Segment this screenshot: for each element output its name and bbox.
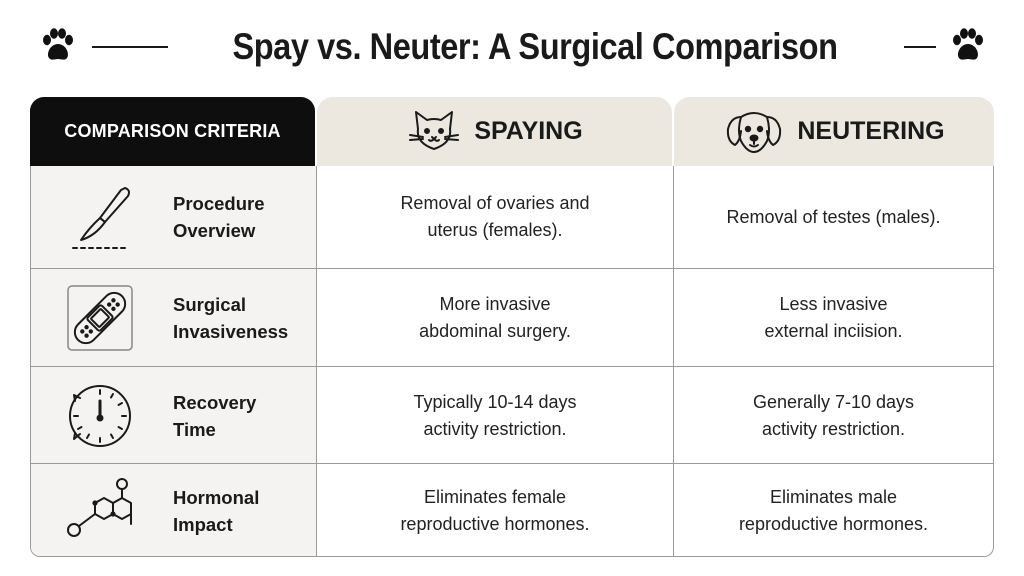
criterion-cell: Hormonal Impact [31,464,317,556]
neutering-text: Less invasive external inciision. [764,294,903,341]
neutering-cell: Less invasive external inciision. [674,269,993,367]
table-row: Hormonal Impact Eliminates female reprod… [31,463,993,556]
criterion-cell: Procedure Overview [31,166,317,268]
neutering-cell: Generally 7-10 days activity restriction… [674,367,993,464]
page-title: Spay vs. Neuter: A Surgical Comparison [232,26,838,67]
neutering-header-label: NEUTERING [797,117,945,145]
spaying-text: Typically 10-14 days activity restrictio… [413,391,577,439]
table-row: Surgical Invasiveness More invasive abdo… [31,268,993,367]
dog-face-icon [727,111,782,153]
paw-print-icon [953,28,983,60]
criterion-label: Surgical Invasiveness [173,294,289,342]
spaying-text: More invasive abdominal surgery. [419,294,571,341]
table-row: Procedure Overview Removal of ovaries an… [31,166,993,268]
molecule-icon [67,477,132,537]
spaying-text: Removal of ovaries and uterus (females). [400,193,590,240]
spaying-cell: Eliminates female reproductive hormones. [317,464,674,556]
spaying-cell: Removal of ovaries and uterus (females). [317,166,674,268]
neutering-column-header: NEUTERING [674,97,994,166]
criterion-label: Hormonal Impact [173,486,260,535]
neutering-text: Removal of testes (males). [726,206,941,227]
criterion-cell: Recovery Time [31,367,317,464]
cat-face-icon [409,110,460,150]
neutering-text: Eliminates male reproductive hormones. [738,486,929,534]
comparison-table: COMPARISON CRITERIA SPAYING NEUTERING [30,97,994,558]
neutering-text: Generally 7-10 days activity restriction… [752,391,915,439]
criterion-label: Procedure Overview [173,193,265,241]
spaying-column-header: SPAYING [317,97,672,166]
spaying-header-label: SPAYING [474,117,583,145]
bandage-icon [67,285,133,351]
neutering-cell: Removal of testes (males). [674,166,993,268]
table-body: Procedure Overview Removal of ovaries an… [30,166,994,557]
scalpel-icon [72,187,130,249]
title-rule-left [92,46,168,48]
criterion-cell: Surgical Invasiveness [31,269,317,367]
paw-print-icon [43,28,73,60]
spaying-text: Eliminates female reproductive hormones. [400,486,590,534]
criteria-column-header: COMPARISON CRITERIA [30,97,315,166]
spaying-cell: Typically 10-14 days activity restrictio… [317,367,674,464]
table-row: Recovery Time Typically 10-14 days activ… [31,366,993,464]
title-rule-right [904,46,936,48]
neutering-cell: Eliminates male reproductive hormones. [674,464,993,556]
criteria-header-label: COMPARISON CRITERIA [64,121,281,141]
criterion-label: Recovery Time [173,391,257,440]
clock-icon [69,384,131,447]
spaying-cell: More invasive abdominal surgery. [317,269,674,367]
